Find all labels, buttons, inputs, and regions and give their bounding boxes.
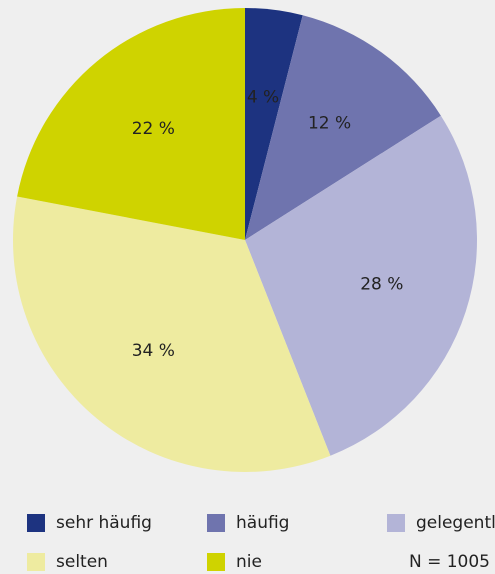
slice-label: 28 % [360, 274, 403, 294]
legend-swatch [27, 553, 45, 571]
slice-label: 34 % [132, 341, 175, 361]
annotation: N = 1005 [409, 552, 490, 572]
slice [245, 115, 478, 456]
legend-label: nie [236, 552, 262, 572]
legend-swatch [27, 514, 45, 532]
legend-label: selten [56, 552, 108, 572]
slice [245, 8, 303, 240]
slice-label: 22 % [132, 119, 175, 139]
slice-label: 12 % [308, 114, 351, 134]
slice [245, 15, 441, 240]
legend-label: gelegentlich [416, 513, 495, 533]
legend-swatch [207, 553, 225, 571]
legend: sehr häufig häufig gelegentlich selten nie [27, 513, 495, 572]
legend-swatch [207, 514, 225, 532]
legend-label: häufig [236, 513, 289, 533]
pie [12, 7, 478, 473]
slice-labels: 4 % 12 % 28 % 34 % 22 % [132, 87, 404, 361]
slice-label: 4 % [247, 87, 279, 107]
legend-label: sehr häufig [56, 513, 152, 533]
slice [12, 196, 331, 473]
slice [17, 7, 245, 241]
legend-swatch [387, 514, 405, 532]
